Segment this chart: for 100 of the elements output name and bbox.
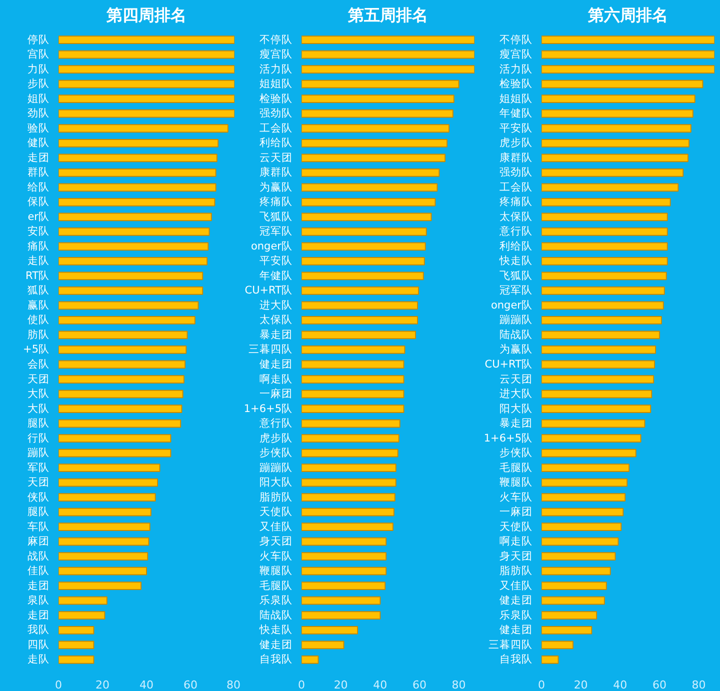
bar (302, 50, 474, 59)
bar (542, 390, 652, 398)
y-tick-label: 安队 (28, 224, 50, 238)
x-tick-label: 40 (140, 678, 154, 691)
bar (302, 537, 387, 546)
y-tick-label: 瘦宫队 (260, 48, 292, 61)
y-tick-label: 飞狐队 (500, 270, 532, 282)
y-tick-label: 走团 (28, 608, 50, 622)
bar (58, 109, 234, 118)
y-tick-label: 健走团 (500, 623, 532, 636)
bar (58, 375, 184, 384)
bar (302, 80, 460, 88)
x-tick-label: 80 (452, 678, 466, 691)
bar (58, 360, 186, 369)
y-tick-label: 自我队 (500, 652, 532, 666)
bar (58, 404, 182, 413)
bar (302, 198, 436, 206)
y-tick-label: 进大队 (500, 387, 532, 400)
y-tick-label: 停队 (28, 34, 50, 46)
y-tick-label: 我队 (28, 623, 50, 636)
y-tick-label: 验队 (28, 122, 50, 134)
y-tick-label: 车队 (28, 520, 50, 533)
bar (542, 508, 624, 516)
bar (542, 552, 616, 561)
bar (58, 183, 216, 192)
y-tick-label: 平安队 (500, 121, 532, 134)
x-tick-label: 60 (412, 678, 426, 691)
bar (302, 65, 474, 74)
y-tick-label: 天团 (28, 476, 50, 489)
bar (58, 286, 204, 295)
bar (542, 301, 664, 310)
y-tick-label: 痛队 (28, 239, 50, 252)
y-tick-label: 快走队 (258, 623, 292, 636)
bar (58, 242, 209, 251)
y-tick-label: 身天团 (260, 536, 292, 548)
bar (58, 493, 156, 502)
y-tick-label: 军队 (28, 462, 50, 474)
bar (542, 537, 619, 546)
bar (302, 360, 404, 369)
bar (302, 508, 394, 516)
bar (302, 183, 438, 192)
bar (302, 154, 446, 162)
y-tick-label: 为赢队 (500, 342, 532, 356)
bar (58, 198, 216, 206)
y-tick-label: 战队 (28, 550, 50, 562)
x-tick-label: 60 (184, 678, 198, 691)
y-tick-label: 走团 (28, 578, 50, 592)
bar (542, 478, 628, 487)
bar (542, 566, 611, 576)
y-tick-label: 走队 (28, 652, 50, 666)
bar (58, 80, 234, 88)
y-tick-label: 火车队 (500, 490, 532, 504)
y-tick-label: CU+RT队 (484, 358, 533, 370)
bar (302, 493, 396, 502)
y-tick-label: 太保队 (260, 313, 292, 326)
bar (542, 36, 714, 44)
bar (302, 566, 387, 576)
y-tick-label: 脂肪队 (500, 564, 532, 578)
bar (542, 375, 654, 384)
y-tick-label: 大队 (28, 402, 50, 415)
y-tick-label: 啊走队 (500, 534, 532, 548)
bar (58, 655, 94, 664)
y-tick-label: 大队 (28, 387, 50, 400)
bar (542, 626, 592, 634)
y-tick-label: 快走队 (498, 254, 532, 268)
bar (302, 596, 381, 605)
bar (302, 301, 418, 310)
bar (542, 360, 656, 369)
bar (542, 94, 696, 104)
y-tick-label: 天使队 (260, 506, 292, 518)
y-tick-label: 肪队 (28, 328, 50, 341)
bar (302, 478, 396, 487)
y-tick-label: 姐姐队 (500, 92, 532, 105)
y-tick-label: 阳大队 (500, 402, 532, 415)
bar (302, 138, 448, 148)
bar (542, 419, 646, 428)
y-tick-label: 给队 (28, 181, 50, 194)
y-tick-label: 乐泉队 (500, 608, 532, 622)
y-tick-label: onger队 (250, 240, 293, 252)
bar (542, 242, 668, 251)
bar (542, 448, 636, 458)
bar (542, 404, 652, 413)
bar (542, 154, 688, 162)
bar (542, 522, 622, 532)
y-tick-label: 阳大队 (260, 476, 292, 489)
bar (302, 257, 425, 266)
bar (58, 390, 184, 398)
bar (302, 464, 396, 472)
y-tick-label: 保队 (28, 196, 50, 208)
y-tick-label: 劲队 (28, 108, 50, 120)
bar (58, 212, 212, 222)
bar (542, 168, 684, 177)
bar (302, 109, 454, 118)
y-tick-label: 火车队 (260, 549, 292, 562)
y-tick-label: 一麻团 (500, 505, 532, 518)
y-tick-label: 冠军队 (260, 226, 292, 238)
y-tick-label: 健走团 (500, 594, 532, 607)
bar (302, 390, 404, 398)
bar (302, 626, 358, 634)
bar (58, 65, 234, 74)
